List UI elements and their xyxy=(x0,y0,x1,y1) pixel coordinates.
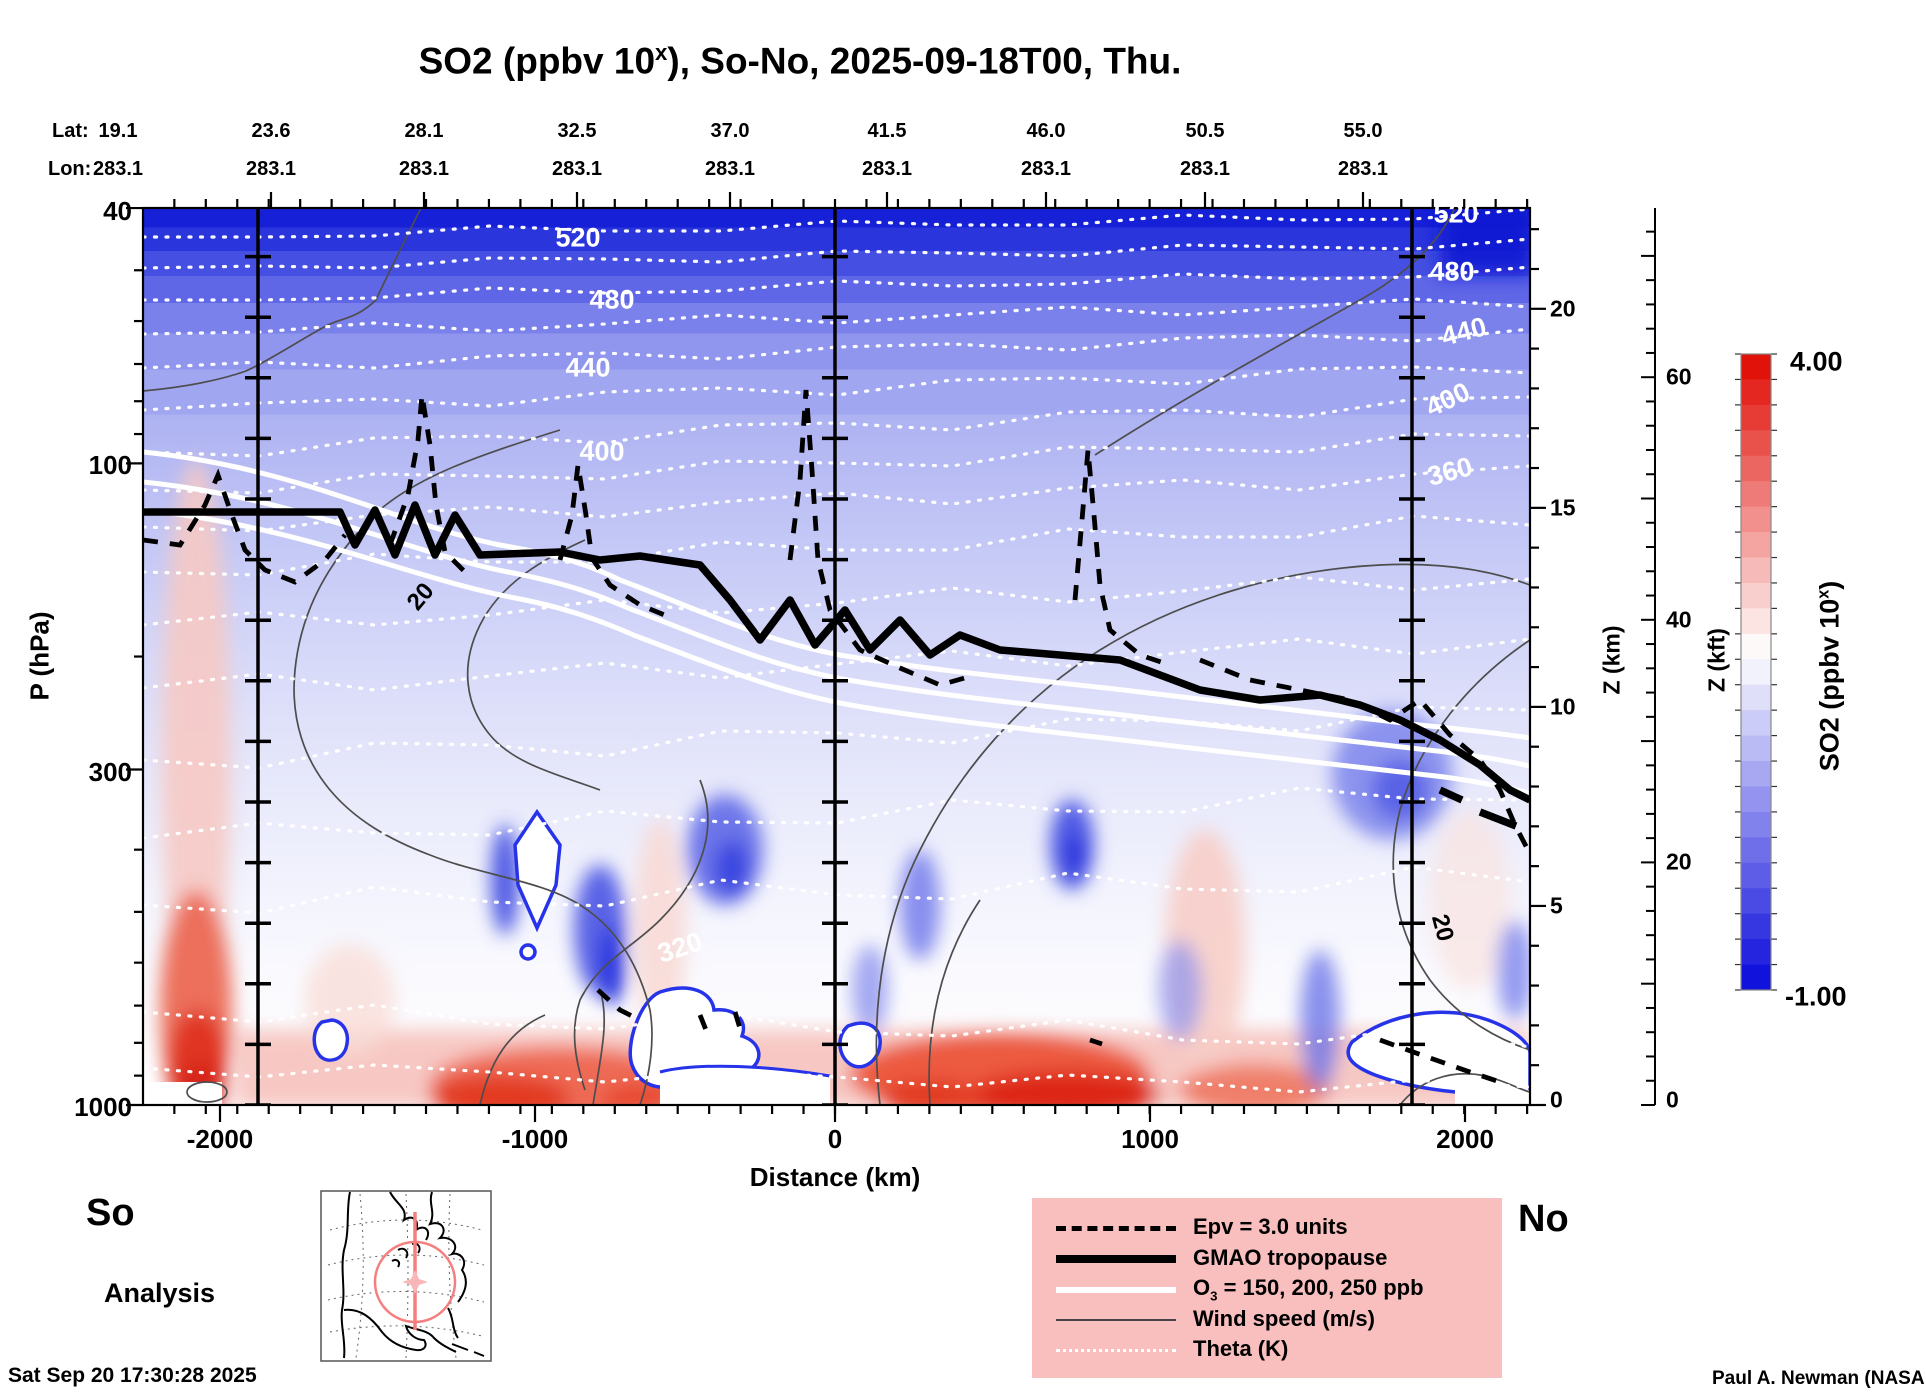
p-tick-1000: 1000 xyxy=(74,1092,132,1122)
legend-label: Wind speed (m/s) xyxy=(1193,1306,1375,1331)
north-endpoint-label: No xyxy=(1518,1198,1569,1240)
dist-tick: 2000 xyxy=(1436,1124,1494,1154)
legend-label: GMAO tropopause xyxy=(1193,1245,1388,1270)
zkft-tick: 0 xyxy=(1666,1086,1679,1113)
lat-value: 23.6 xyxy=(251,120,291,142)
theta-line-swatch-icon xyxy=(1056,1348,1176,1352)
lat-value: 55.0 xyxy=(1343,120,1383,142)
lon-value: 283.1 xyxy=(1337,158,1389,180)
legend-label: Epv = 3.0 units xyxy=(1193,1214,1348,1239)
zkm-axis-label: Z (km) xyxy=(1598,625,1625,695)
kft-axis xyxy=(1641,208,1656,1106)
p-tick-300: 300 xyxy=(88,757,132,787)
colorbar-max: 4.00 xyxy=(1790,346,1843,377)
timestamp: Sat Sep 20 17:30:28 2025 xyxy=(8,1364,257,1387)
tropopause-line-swatch-icon xyxy=(1056,1255,1176,1263)
dist-tick: -2000 xyxy=(186,1124,254,1154)
theta-label-480: 480 xyxy=(589,284,635,315)
lat-value: 46.0 xyxy=(1026,120,1066,142)
epv-line-swatch-icon xyxy=(1056,1225,1176,1231)
colorbar xyxy=(1735,353,1777,991)
lon-value: 283.1 xyxy=(245,158,297,180)
zkft-tick: 60 xyxy=(1666,363,1692,390)
saturated-white-patches-surface xyxy=(146,1066,1530,1105)
colorbar-min: -1.00 xyxy=(1785,981,1847,1012)
zkm-tick: 0 xyxy=(1550,1086,1563,1113)
zkft-axis-label: Z (kft) xyxy=(1703,628,1730,692)
zkft-tick: 40 xyxy=(1666,606,1692,633)
lat-value: 19.1 xyxy=(98,120,138,142)
white-patch-blue-rim xyxy=(659,1064,831,1078)
lon-value: 283.1 xyxy=(704,158,756,180)
theta-label-480-right: 480 xyxy=(1429,256,1475,287)
zkm-tick: 5 xyxy=(1550,892,1563,919)
ozone-line-swatch-icon xyxy=(1056,1287,1176,1293)
zkm-tick: 10 xyxy=(1550,693,1576,720)
theta-label-440: 440 xyxy=(565,352,611,383)
dist-tick: -1000 xyxy=(501,1124,569,1154)
lon-value: 283.1 xyxy=(398,158,450,180)
dist-tick: 0 xyxy=(827,1124,843,1154)
p-tick-100: 100 xyxy=(88,450,132,480)
page-title: SO2 (ppbv 10x), So-No, 2025-09-18T00, Th… xyxy=(418,40,1182,82)
lon-value: 283.1 xyxy=(1020,158,1072,180)
lat-value: 32.5 xyxy=(557,120,597,142)
lon-value: 283.1 xyxy=(551,158,603,180)
lon-value: 283.1 xyxy=(92,158,144,180)
legend-label: O3 = 150, 200, 250 ppb xyxy=(1193,1274,1424,1304)
theta-label-520: 520 xyxy=(555,222,601,253)
colorbar-label: SO2 (ppbv 10x) xyxy=(1814,580,1845,772)
lon-row-label: Lon: xyxy=(48,158,92,180)
lon-value: 283.1 xyxy=(861,158,913,180)
cross-section-track xyxy=(373,1212,457,1330)
map-inset xyxy=(320,1190,492,1362)
theta-label-520-right: 520 xyxy=(1433,198,1479,229)
south-endpoint-label: So xyxy=(86,1192,135,1234)
lon-value: 283.1 xyxy=(1179,158,1231,180)
lat-value: 37.0 xyxy=(710,120,750,142)
theta-label-400: 400 xyxy=(579,436,625,467)
distance-axis-label: Distance (km) xyxy=(749,1162,921,1192)
lat-value: 41.5 xyxy=(867,120,907,142)
legend-panel: Epv = 3.0 units GMAO tropopause O3 = 150… xyxy=(1032,1198,1502,1378)
credit: Paul A. Newman (NASA xyxy=(1712,1368,1925,1389)
track-center-star-icon xyxy=(402,1270,428,1294)
colorbar-frame xyxy=(1740,353,1772,991)
p-axis-label: P (hPa) xyxy=(24,611,55,701)
map-graticule xyxy=(327,1193,485,1359)
dist-tick: 1000 xyxy=(1121,1124,1179,1154)
legend-label: Theta (K) xyxy=(1193,1336,1289,1361)
lat-value: 50.5 xyxy=(1185,120,1225,142)
analysis-label: Analysis xyxy=(104,1278,216,1308)
axis-ticks xyxy=(126,192,1546,1122)
lat-row-label: Lat: xyxy=(52,120,89,142)
epv-contour xyxy=(143,389,1530,1085)
p-tick-40: 40 xyxy=(103,196,132,226)
zkm-tick: 15 xyxy=(1550,494,1576,521)
theta-contours xyxy=(143,208,1530,1094)
zkm-tick: 20 xyxy=(1550,295,1576,322)
so2-filled-contour-field xyxy=(143,208,1530,1105)
vertical-reference-lines xyxy=(245,208,1425,1105)
zkft-tick: 20 xyxy=(1666,848,1692,875)
lat-value: 28.1 xyxy=(404,120,444,142)
wind-line-swatch-icon xyxy=(1056,1319,1176,1321)
